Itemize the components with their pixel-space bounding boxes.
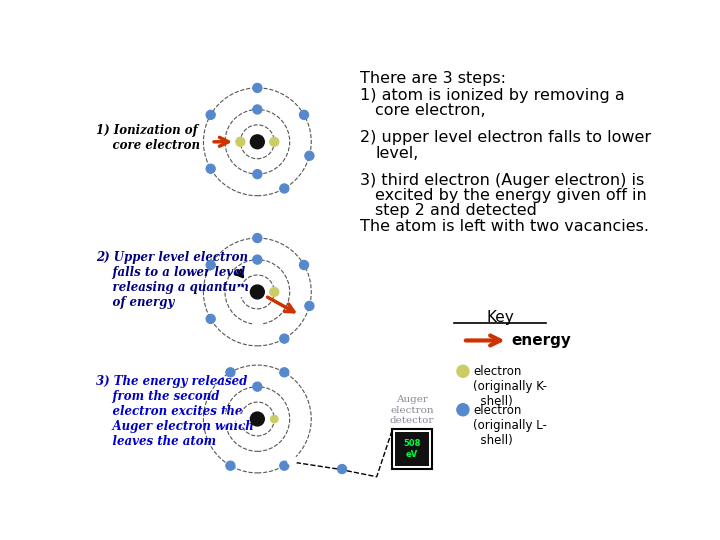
Circle shape bbox=[251, 135, 264, 148]
Circle shape bbox=[251, 285, 264, 299]
Circle shape bbox=[456, 365, 469, 377]
Circle shape bbox=[305, 151, 314, 160]
Circle shape bbox=[226, 368, 235, 377]
Text: level,: level, bbox=[375, 146, 418, 161]
Text: 1) atom is ionized by removing a: 1) atom is ionized by removing a bbox=[360, 88, 624, 103]
Text: 508
eV: 508 eV bbox=[403, 440, 420, 459]
Circle shape bbox=[206, 260, 215, 269]
Circle shape bbox=[206, 314, 215, 323]
Circle shape bbox=[253, 255, 262, 264]
Circle shape bbox=[235, 414, 245, 423]
Circle shape bbox=[456, 403, 469, 416]
Circle shape bbox=[220, 414, 230, 423]
Circle shape bbox=[279, 461, 289, 470]
Circle shape bbox=[206, 164, 215, 173]
Text: 3) third electron (Auger electron) is: 3) third electron (Auger electron) is bbox=[360, 173, 644, 187]
Text: electron
(originally K-
  shell): electron (originally K- shell) bbox=[473, 365, 547, 408]
Circle shape bbox=[253, 320, 262, 329]
Circle shape bbox=[279, 368, 289, 377]
Circle shape bbox=[253, 105, 262, 114]
Circle shape bbox=[253, 382, 262, 392]
Circle shape bbox=[235, 287, 245, 296]
Text: core electron,: core electron, bbox=[375, 103, 486, 118]
Text: 1) Ionization of
    core electron: 1) Ionization of core electron bbox=[96, 124, 199, 152]
Circle shape bbox=[226, 461, 235, 470]
Text: 2) Upper level electron
    falls to a lower level
    releasing a quantum
    o: 2) Upper level electron falls to a lower… bbox=[96, 252, 248, 309]
Circle shape bbox=[206, 110, 215, 119]
Circle shape bbox=[253, 83, 262, 92]
Text: Auger
electron
detector: Auger electron detector bbox=[390, 395, 434, 425]
Text: electron
(originally L-
  shell): electron (originally L- shell) bbox=[473, 403, 546, 447]
Circle shape bbox=[253, 170, 262, 179]
Circle shape bbox=[287, 456, 297, 465]
Text: 3) The energy released
    from the second
    electron excites the
    Auger el: 3) The energy released from the second e… bbox=[96, 375, 253, 448]
Circle shape bbox=[305, 301, 314, 310]
Circle shape bbox=[271, 415, 278, 423]
Text: Key: Key bbox=[486, 309, 514, 325]
Circle shape bbox=[300, 110, 309, 119]
Circle shape bbox=[279, 184, 289, 193]
Circle shape bbox=[279, 334, 289, 343]
Circle shape bbox=[235, 137, 245, 146]
Text: excited by the energy given off in: excited by the energy given off in bbox=[375, 188, 647, 203]
Text: energy: energy bbox=[511, 333, 572, 348]
Circle shape bbox=[338, 464, 346, 474]
Text: 2) upper level electron falls to lower: 2) upper level electron falls to lower bbox=[360, 130, 651, 145]
Text: step 2 and detected: step 2 and detected bbox=[375, 204, 537, 218]
Circle shape bbox=[270, 137, 279, 146]
Circle shape bbox=[253, 233, 262, 242]
Text: There are 3 steps:: There are 3 steps: bbox=[360, 71, 505, 86]
FancyBboxPatch shape bbox=[392, 429, 432, 469]
FancyBboxPatch shape bbox=[395, 432, 429, 466]
Circle shape bbox=[251, 412, 264, 426]
Circle shape bbox=[300, 260, 309, 269]
Circle shape bbox=[270, 287, 279, 296]
Text: The atom is left with two vacancies.: The atom is left with two vacancies. bbox=[360, 219, 649, 234]
